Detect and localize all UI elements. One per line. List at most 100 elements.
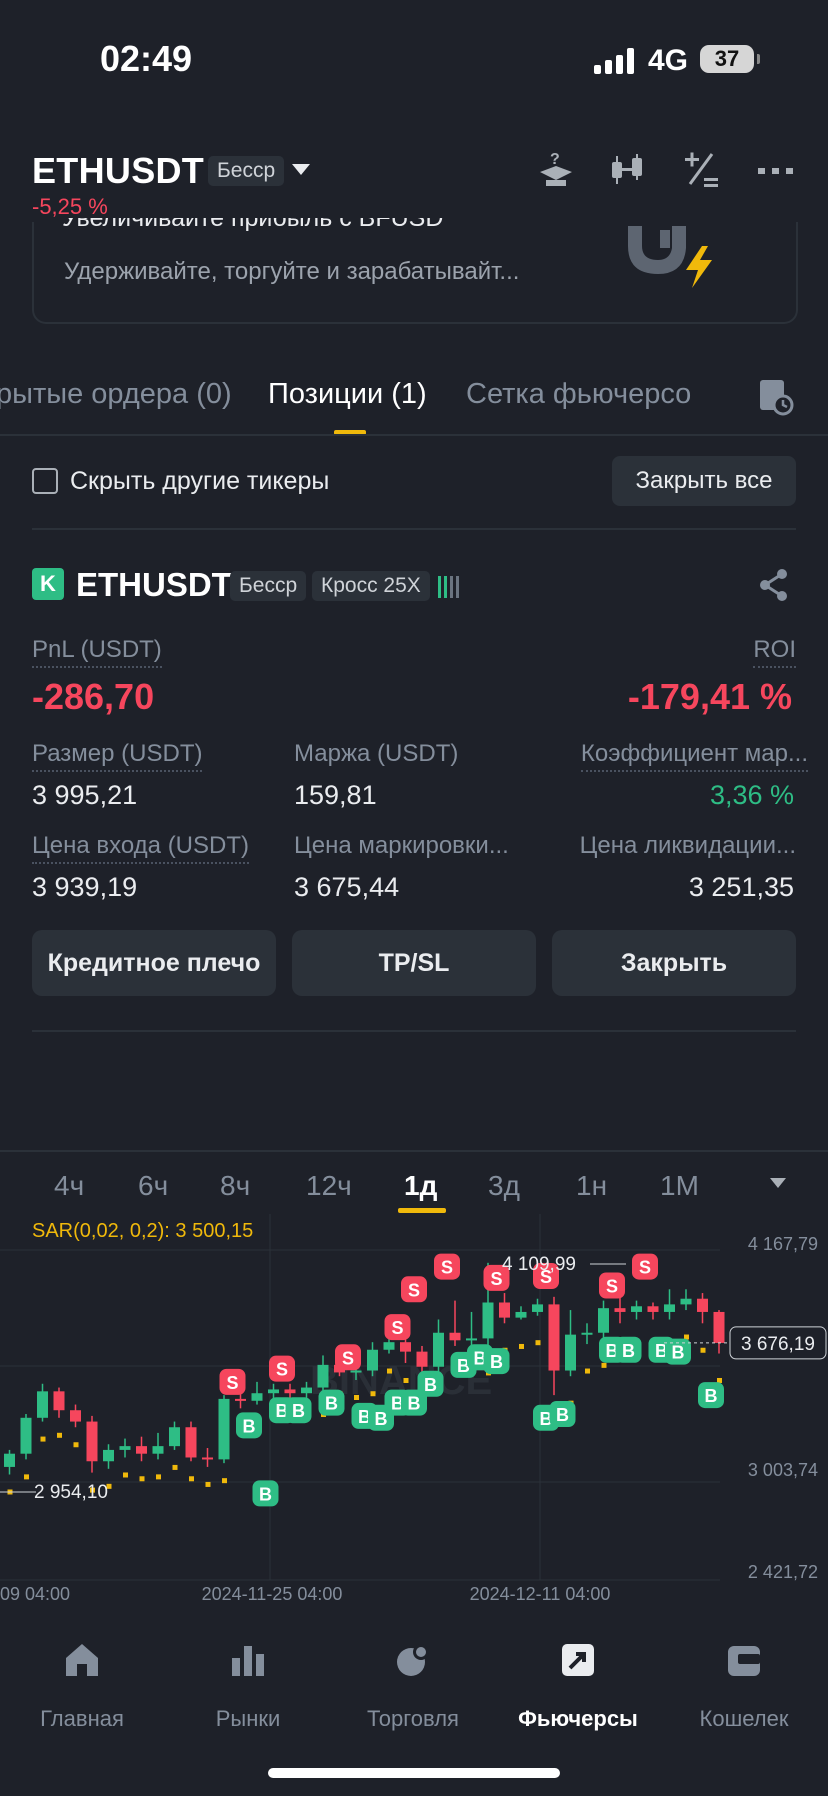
tpsl-button[interactable]: TP/SL [292,930,536,996]
sell-marker [219,1368,246,1395]
interval-4h[interactable]: 4ч [54,1170,85,1201]
marker-label: B [474,1348,487,1368]
candle-body [268,1389,279,1394]
divider [32,1030,796,1032]
close-position-button[interactable]: Закрыть [552,930,796,996]
x-axis-label: 2024-11-25 04:00 [202,1584,343,1604]
candle-body [631,1306,642,1312]
wallet-icon [728,1646,760,1676]
candle-body [614,1308,626,1312]
interval-6h[interactable]: 6ч [138,1170,169,1201]
x-axis-label: 2024-12-11 04:00 [470,1584,611,1604]
interval-1w[interactable]: 1н [576,1170,608,1201]
sar-dot [156,1474,161,1480]
candlestick-icon[interactable] [608,150,648,190]
candle-body [53,1391,65,1411]
interval-8h[interactable]: 8ч [220,1170,251,1201]
price-change: -5,25 % [32,194,108,219]
share-icon[interactable] [758,568,790,602]
sar-dot [387,1368,392,1374]
history-icon[interactable] [758,378,794,416]
more-icon[interactable] [756,150,796,190]
promo-banner[interactable] [32,222,798,324]
y-axis-label: 3 003,74 [748,1460,818,1480]
size-value: 3 995,21 [32,780,138,810]
sar-dot [189,1476,194,1482]
current-price-box [729,1326,827,1360]
divider [32,528,796,530]
chevron-down-icon[interactable] [292,164,310,175]
candle-body [152,1446,164,1454]
tabs-divider [0,434,828,436]
leverage-button[interactable]: Кредитное плечо [32,930,276,996]
candle-body [367,1349,378,1371]
roi-label: ROI [753,636,796,668]
marker-label: B [325,1394,338,1414]
hide-other-checkbox[interactable] [32,468,58,494]
candle-body [581,1332,593,1335]
calculator-icon[interactable] [682,150,722,190]
candle-body [482,1302,494,1339]
hide-other-label[interactable]: Скрыть другие тикеры [70,467,330,495]
pnl-label: PnL (USDT) [32,636,162,668]
marker-label: B [243,1416,256,1436]
nav-wallet[interactable]: Кошелек [674,1632,814,1732]
sell-marker [483,1264,510,1291]
liq-price-value: 3 251,35 [688,872,794,902]
sar-dot [684,1334,689,1340]
candle-body [202,1457,213,1460]
sar-indicator-label: SAR(0,02, 0,2): 3 500,15 [32,1220,254,1242]
tab-futures-grid[interactable]: Сетка фьючерсо [466,378,692,410]
liq-price-label: Цена ликвидации... [579,832,796,859]
help-icon[interactable]: ? [536,150,576,190]
sell-marker [384,1314,411,1341]
nav-home[interactable]: Главная [12,1632,152,1732]
nav-label: Фьючерсы [518,1706,638,1731]
position-margin-tag[interactable]: Кросс 25X [312,571,430,601]
divider [0,1150,828,1152]
margin-ratio-value: 3,36 % [709,780,794,810]
position-contract-tag: Бесср [230,571,307,601]
sar-dot [172,1464,178,1470]
y-axis-label: 4 167,79 [748,1234,818,1254]
marker-label: S [441,1258,453,1278]
symbol-title[interactable]: ETHUSDT [32,150,205,191]
tab-active-indicator [334,430,366,435]
sell-marker [401,1276,427,1303]
candle-body [350,1370,362,1373]
margin-value: 159,81 [294,780,377,810]
interval-3d[interactable]: 3д [488,1170,520,1201]
marker-label: S [408,1280,420,1300]
sar-dot [354,1394,359,1400]
network-label: 4G [648,44,689,77]
sell-marker [599,1272,625,1299]
buy-marker [665,1338,691,1365]
nav-markets[interactable]: Рынки [178,1632,318,1732]
close-all-button[interactable]: Закрыть все [612,456,796,506]
nav-label: Рынки [215,1706,281,1731]
marker-label: S [606,1276,618,1296]
candle-body [169,1427,180,1447]
buy-marker [401,1389,427,1416]
interval-1m[interactable]: 1М [660,1170,699,1201]
sar-dot [90,1487,95,1493]
sar-dot [700,1347,706,1353]
tab-positions[interactable]: Позиции (1) [268,378,427,410]
sell-marker [632,1253,658,1280]
nav-futures[interactable]: Фьючерсы [508,1632,648,1732]
battery-icon: 37 [700,45,760,73]
nav-label: Кошелек [699,1706,789,1731]
marker-label: B [655,1341,668,1361]
position-symbol[interactable]: ETHUSDT [76,566,232,603]
entry-price-label: Цена входа (USDT) [32,832,250,864]
marker-label: B [391,1394,404,1414]
nav-trade[interactable]: Торговля [343,1632,483,1732]
chevron-down-icon[interactable] [770,1178,786,1188]
tab-open-orders[interactable]: рытые ордера (0) [0,378,232,410]
interval-12h[interactable]: 12ч [306,1170,352,1201]
candle-body [499,1302,510,1318]
marker-label: B [375,1409,388,1429]
interval-1d[interactable]: 1д [404,1170,438,1201]
marker-label: B [622,1341,635,1361]
